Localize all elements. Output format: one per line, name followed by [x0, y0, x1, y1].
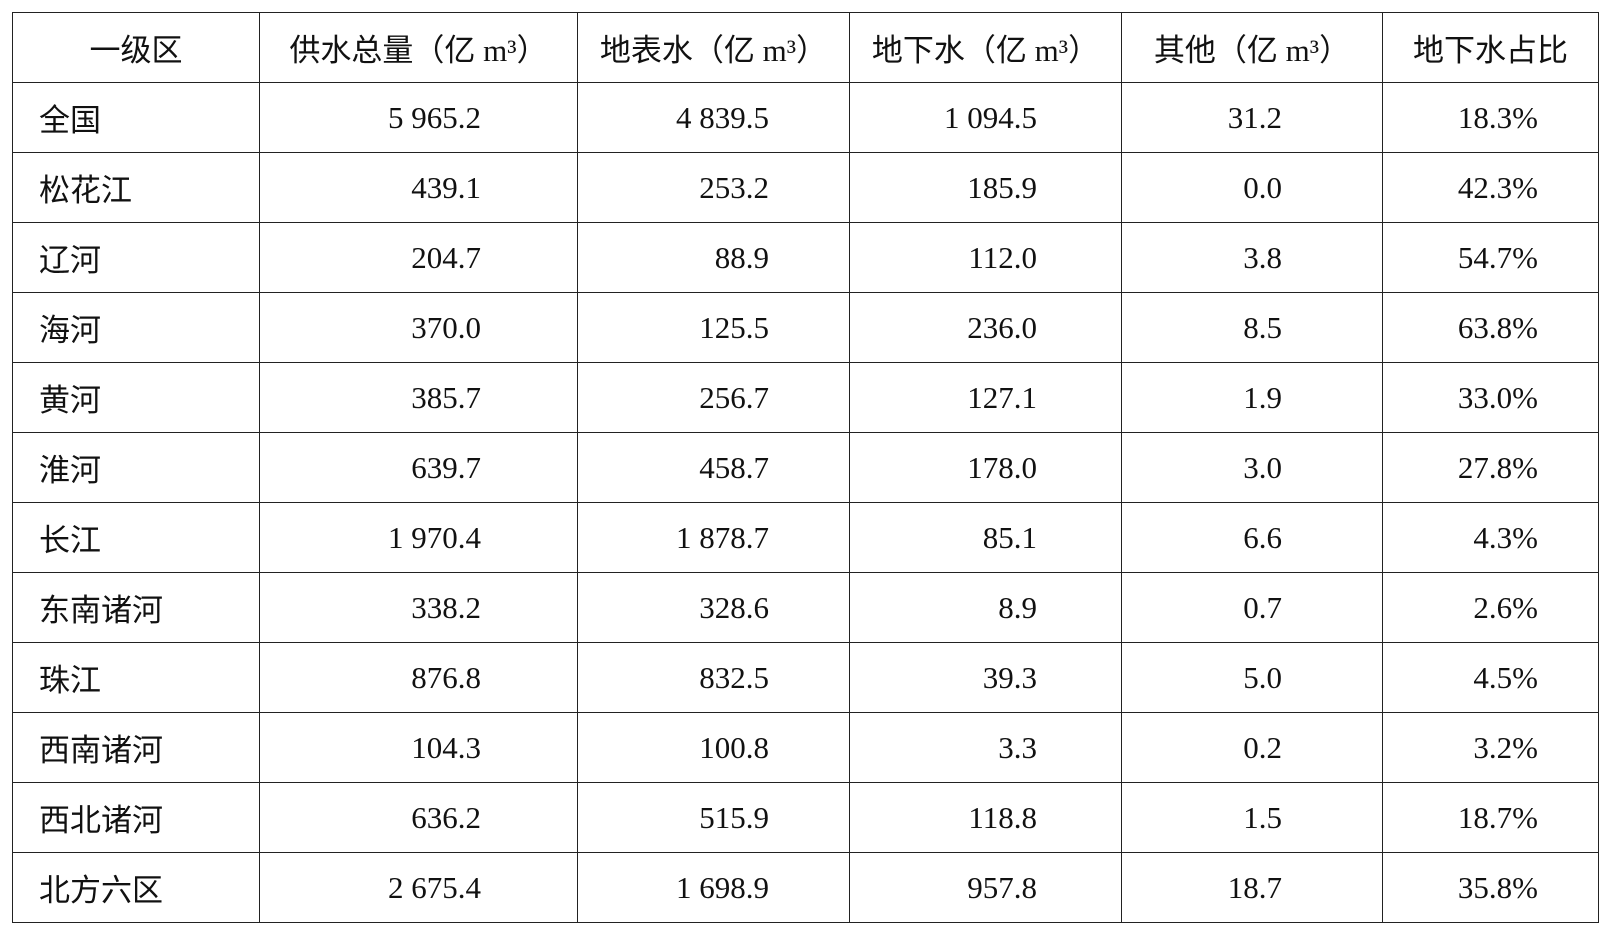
header-cell: 一级区 [12, 12, 260, 83]
value-cell: 1 094.5 [849, 82, 1122, 153]
value-cell: 3.0 [1121, 432, 1383, 503]
value-cell: 515.9 [577, 782, 850, 853]
value-cell: 370.0 [259, 292, 578, 363]
value-cell: 178.0 [849, 432, 1122, 503]
region-cell: 松花江 [12, 152, 260, 223]
value-cell: 39.3 [849, 642, 1122, 713]
value-cell: 112.0 [849, 222, 1122, 293]
value-cell: 4.3% [1382, 502, 1599, 573]
value-cell: 439.1 [259, 152, 578, 223]
value-cell: 639.7 [259, 432, 578, 503]
region-cell: 海河 [12, 292, 260, 363]
region-cell: 全国 [12, 82, 260, 153]
value-cell: 328.6 [577, 572, 850, 643]
value-cell: 1 698.9 [577, 852, 850, 923]
value-cell: 6.6 [1121, 502, 1383, 573]
data-table: 一级区 供水总量（亿 m³） 地表水（亿 m³） 地下水（亿 m³） 其他（亿 m³）地… [12, 12, 1599, 923]
value-cell: 2.6% [1382, 572, 1599, 643]
value-cell: 88.9 [577, 222, 850, 293]
value-cell: 63.8% [1382, 292, 1599, 363]
value-cell: 18.7% [1382, 782, 1599, 853]
value-cell: 1 970.4 [259, 502, 578, 573]
table-row: 北方六区 2 675.4 1 698.9 957.8 18.7 35.8% [12, 852, 1599, 923]
table-row: 东南诸河 338.2 328.6 8.9 0.7 2.6% [12, 572, 1599, 643]
value-cell: 8.5 [1121, 292, 1383, 363]
header-cell: 地下水占比 [1382, 12, 1599, 83]
value-cell: 85.1 [849, 502, 1122, 573]
region-cell: 西南诸河 [12, 712, 260, 783]
header-row: 一级区 供水总量（亿 m³） 地表水（亿 m³） 地下水（亿 m³） 其他（亿 m³）地… [12, 12, 1599, 83]
value-cell: 0.2 [1121, 712, 1383, 783]
table-row: 珠江 876.8 832.5 39.3 5.0 4.5% [12, 642, 1599, 713]
value-cell: 3.3 [849, 712, 1122, 783]
value-cell: 100.8 [577, 712, 850, 783]
region-cell: 淮河 [12, 432, 260, 503]
value-cell: 3.2% [1382, 712, 1599, 783]
value-cell: 104.3 [259, 712, 578, 783]
table-header: 一级区 供水总量（亿 m³） 地表水（亿 m³） 地下水（亿 m³） 其他（亿 m³）地… [12, 12, 1599, 83]
value-cell: 27.8% [1382, 432, 1599, 503]
value-cell: 125.5 [577, 292, 850, 363]
region-cell: 黄河 [12, 362, 260, 433]
header-cell: 供水总量（亿 m³） [259, 12, 578, 83]
header-cell: 地下水（亿 m³） [849, 12, 1122, 83]
header-cell: 地表水（亿 m³） [577, 12, 850, 83]
value-cell: 832.5 [577, 642, 850, 713]
value-cell: 385.7 [259, 362, 578, 433]
value-cell: 338.2 [259, 572, 578, 643]
table-row: 淮河 639.7 458.7 178.0 3.0 27.8% [12, 432, 1599, 503]
table-row: 长江 1 970.4 1 878.7 85.1 6.6 4.3% [12, 502, 1599, 573]
value-cell: 1.5 [1121, 782, 1383, 853]
value-cell: 0.0 [1121, 152, 1383, 223]
value-cell: 18.7 [1121, 852, 1383, 923]
region-cell: 珠江 [12, 642, 260, 713]
value-cell: 204.7 [259, 222, 578, 293]
value-cell: 1 878.7 [577, 502, 850, 573]
table-row: 黄河 385.7 256.7 127.1 1.9 33.0% [12, 362, 1599, 433]
table-body: 全国 5 965.2 4 839.5 1 094.5 31.2 18.3% 松花江 439.1… [12, 82, 1599, 923]
value-cell: 876.8 [259, 642, 578, 713]
value-cell: 253.2 [577, 152, 850, 223]
region-cell: 辽河 [12, 222, 260, 293]
region-cell: 北方六区 [12, 852, 260, 923]
value-cell: 1.9 [1121, 362, 1383, 433]
value-cell: 5.0 [1121, 642, 1383, 713]
value-cell: 54.7% [1382, 222, 1599, 293]
region-cell: 东南诸河 [12, 572, 260, 643]
region-cell: 西北诸河 [12, 782, 260, 853]
value-cell: 31.2 [1121, 82, 1383, 153]
value-cell: 236.0 [849, 292, 1122, 363]
value-cell: 4 839.5 [577, 82, 850, 153]
value-cell: 3.8 [1121, 222, 1383, 293]
table-row: 西北诸河 636.2 515.9 118.8 1.5 18.7% [12, 782, 1599, 853]
value-cell: 256.7 [577, 362, 850, 433]
table-row: 全国 5 965.2 4 839.5 1 094.5 31.2 18.3% [12, 82, 1599, 153]
value-cell: 35.8% [1382, 852, 1599, 923]
value-cell: 127.1 [849, 362, 1122, 433]
value-cell: 33.0% [1382, 362, 1599, 433]
value-cell: 4.5% [1382, 642, 1599, 713]
header-cell: 其他（亿 m³） [1121, 12, 1383, 83]
value-cell: 185.9 [849, 152, 1122, 223]
value-cell: 8.9 [849, 572, 1122, 643]
table-row: 辽河 204.7 88.9 112.0 3.8 54.7% [12, 222, 1599, 293]
table-row: 西南诸河 104.3 100.8 3.3 0.2 3.2% [12, 712, 1599, 783]
value-cell: 636.2 [259, 782, 578, 853]
value-cell: 957.8 [849, 852, 1122, 923]
value-cell: 42.3% [1382, 152, 1599, 223]
value-cell: 18.3% [1382, 82, 1599, 153]
value-cell: 118.8 [849, 782, 1122, 853]
table-row: 海河 370.0 125.5 236.0 8.5 63.8% [12, 292, 1599, 363]
value-cell: 2 675.4 [259, 852, 578, 923]
table-row: 松花江 439.1 253.2 185.9 0.0 42.3% [12, 152, 1599, 223]
value-cell: 458.7 [577, 432, 850, 503]
value-cell: 5 965.2 [259, 82, 578, 153]
region-cell: 长江 [12, 502, 260, 573]
value-cell: 0.7 [1121, 572, 1383, 643]
